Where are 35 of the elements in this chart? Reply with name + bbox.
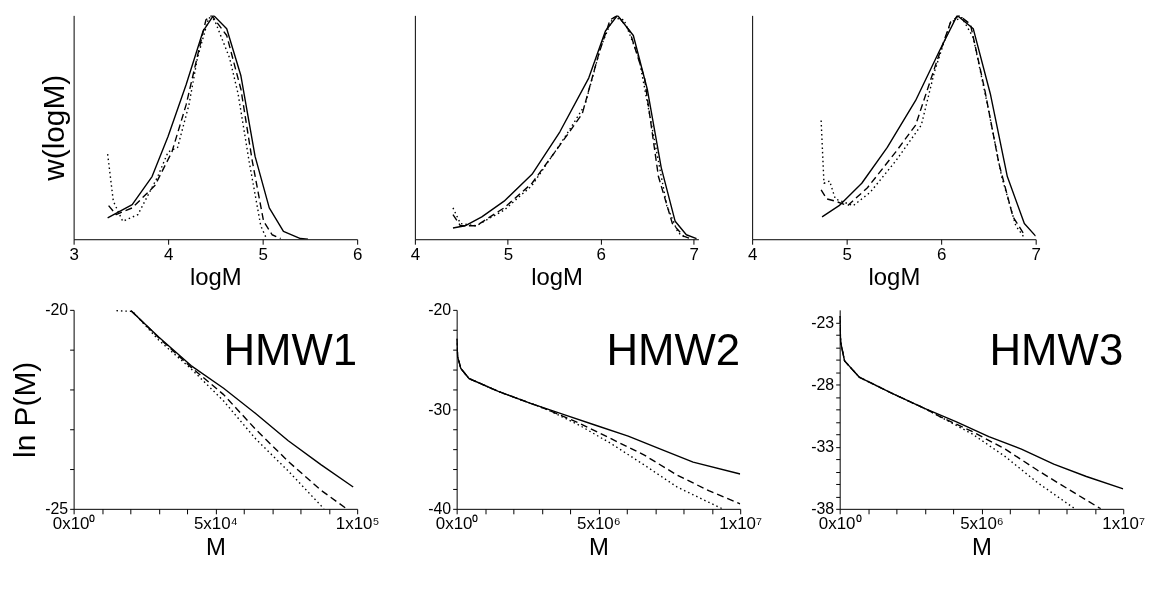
x-tick-label: 5x10⁶ [960, 514, 1004, 534]
x-tick-label: 6 [352, 244, 363, 264]
x-tick-label: 4 [410, 244, 421, 264]
y-axis-title: w(logM) [37, 74, 71, 182]
annotation: HMW2 [606, 324, 741, 374]
x-tick-label: 1x10⁷ [719, 514, 763, 534]
x-tick-label: 1x10⁵ [335, 514, 380, 534]
annotation: HMW3 [989, 324, 1124, 374]
x-tick-label: 5x10⁶ [577, 514, 621, 534]
x-axis-title: logM [868, 263, 921, 291]
x-axis-title: M [972, 533, 992, 561]
y-tick-label: -28 [811, 375, 835, 393]
y-tick-label: -30 [428, 400, 452, 418]
x-axis-title: logM [190, 263, 242, 291]
x-axis-title: M [205, 533, 226, 561]
y-tick-label: -33 [811, 438, 835, 456]
x-tick-label: 1x10⁷ [1102, 514, 1146, 534]
x-tick-label: 6 [596, 244, 606, 264]
x-tick-label: 7 [689, 244, 699, 264]
y-tick-label: -20 [45, 301, 69, 319]
x-tick-label: 5 [842, 244, 852, 264]
x-tick-label: 5x10⁴ [193, 514, 238, 534]
y-tick-label: -23 [811, 313, 835, 331]
x-tick-label: 4 [747, 244, 758, 264]
x-tick-label: 6 [936, 244, 947, 264]
x-tick-label: 7 [1031, 244, 1041, 264]
y-axis-title: ln P(M) [8, 361, 42, 458]
x-tick-label: 3 [69, 244, 79, 264]
annotation: HMW1 [223, 324, 358, 374]
x-axis-title: logM [531, 263, 583, 291]
x-tick-label: 5 [503, 244, 514, 264]
x-tick-label: 4 [163, 244, 174, 264]
x-axis-title: M [588, 533, 609, 561]
y-tick-label: -20 [428, 301, 452, 319]
x-tick-label: 5 [258, 244, 268, 264]
